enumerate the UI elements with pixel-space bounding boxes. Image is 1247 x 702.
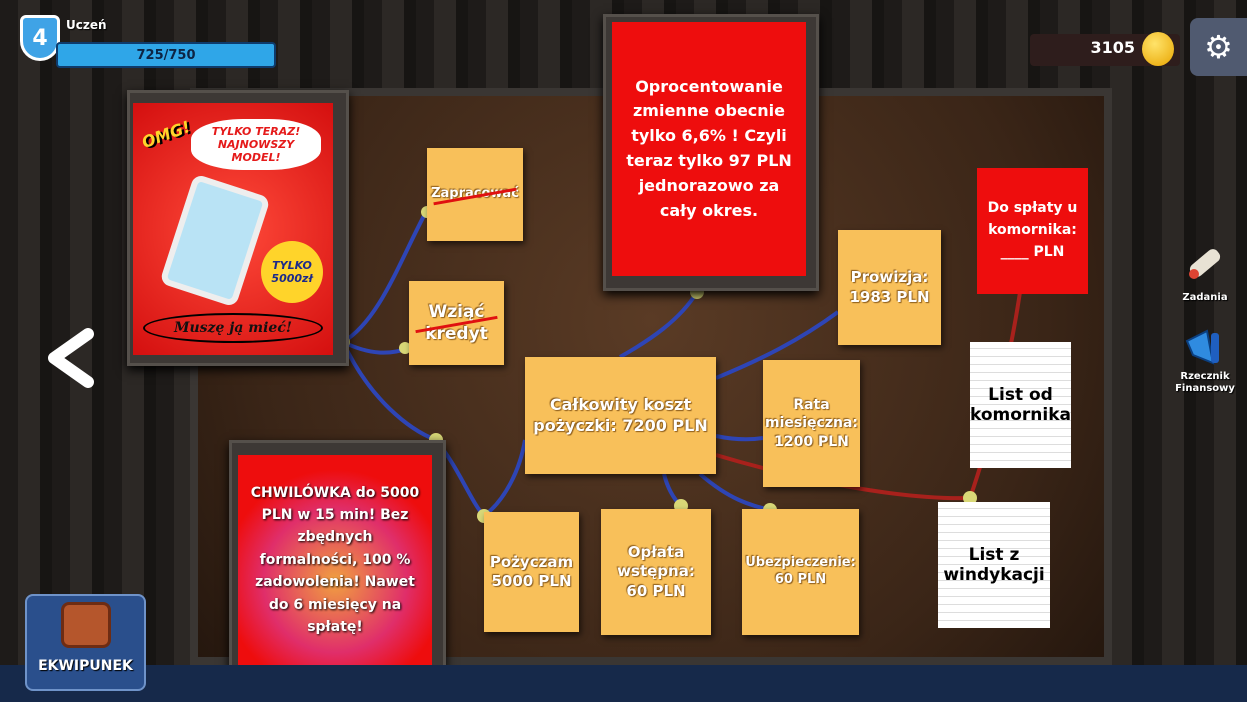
- sticky-note: Rata miesięczna: 1200 PLN: [763, 360, 860, 487]
- letter: List od komornika: [970, 342, 1071, 468]
- sticky-note: Pożyczam 5000 PLN: [484, 512, 579, 632]
- phone-ad: OMG! TYLKO TERAZ! NAJNOWSZY MODEL! TYLKO…: [133, 103, 333, 355]
- interest-note: Oprocentowanie zmienne obecnie tylko 6,6…: [612, 22, 806, 276]
- ad-headline: TYLKO TERAZ! NAJNOWSZY MODEL!: [191, 119, 321, 170]
- settings-button[interactable]: ⚙: [1190, 18, 1247, 76]
- inventory-button[interactable]: EKWIPUNEK: [25, 594, 146, 691]
- bottom-bar: [0, 665, 1247, 702]
- sticky-note: Ubezpieczenie: 60 PLN: [742, 509, 859, 635]
- ombudsman-label[interactable]: Rzecznik Finansowy: [1165, 371, 1245, 395]
- tasks-icon[interactable]: [1180, 238, 1230, 288]
- back-button[interactable]: [44, 328, 96, 388]
- loan-ad: CHWILÓWKA do 5000 PLN w 15 min! Bez zbęd…: [238, 455, 432, 665]
- bailiff-note: Do spłaty u komornika: ____ PLN: [977, 168, 1088, 294]
- ad-slogan: Muszę ją mieć!: [143, 313, 323, 343]
- coin-count: 3105: [1075, 38, 1135, 62]
- phone-icon: [159, 173, 271, 307]
- inventory-label[interactable]: EKWIPUNEK: [27, 658, 144, 674]
- ad-price: TYLKO 5000zł: [261, 241, 323, 303]
- backpack-icon: [61, 602, 111, 648]
- sticky-note: Prowizja: 1983 PLN: [838, 230, 941, 345]
- coin-icon: [1142, 32, 1174, 66]
- tasks-label[interactable]: Zadania: [1170, 292, 1240, 303]
- xp-bar: 725/750: [56, 42, 276, 68]
- ad-exclaim: OMG!: [139, 117, 192, 152]
- sticky-note: Całkowity koszt pożyczki: 7200 PLN: [525, 357, 716, 474]
- level-badge: 4: [20, 15, 60, 61]
- ombudsman-icon[interactable]: [1183, 325, 1227, 369]
- letter: List z windykacji: [938, 502, 1050, 628]
- sticky-note: Wziąć kredyt: [409, 281, 504, 365]
- sticky-note: Zapracować: [427, 148, 523, 241]
- game-screen: OMG! TYLKO TERAZ! NAJNOWSZY MODEL! TYLKO…: [0, 0, 1247, 702]
- sticky-note: Opłata wstępna: 60 PLN: [601, 509, 711, 635]
- player-name: Uczeń: [66, 18, 107, 32]
